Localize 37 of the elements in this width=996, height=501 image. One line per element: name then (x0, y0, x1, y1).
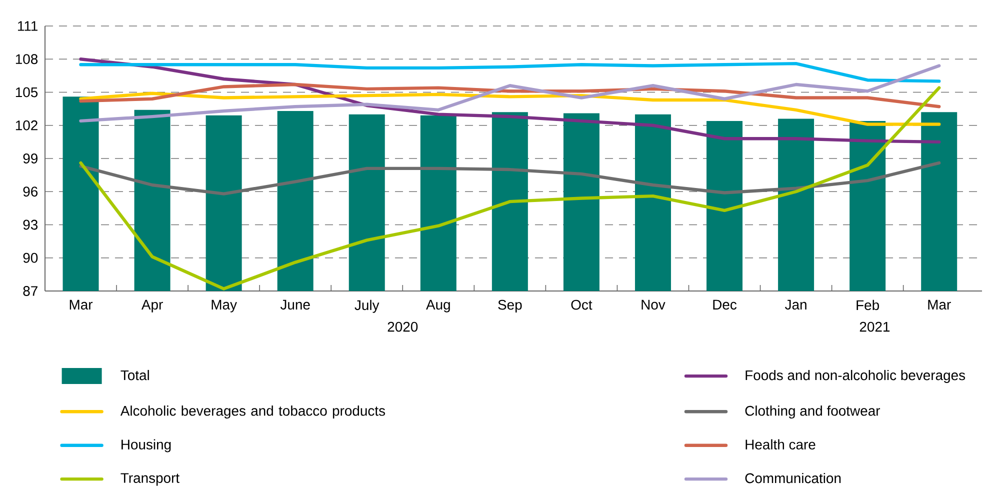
text: 2021 (860, 322, 890, 332)
x-tick-label: Feb (856, 300, 879, 310)
legend-label: Clothing and footwear (745, 406, 880, 419)
x-tick-label: Jan (785, 300, 806, 310)
x-tick-label: Nov (642, 300, 666, 310)
legend-label: Housing (122, 439, 171, 452)
x-tick-label: Mar (70, 300, 93, 310)
legend-label: Communication (745, 472, 841, 484)
y-tick-label: 99 (23, 154, 38, 164)
y-tick-label: 96 (23, 186, 38, 197)
x-tick-label: June (280, 300, 310, 310)
legend-label: Foods and non-alcoholic beverages (746, 370, 966, 383)
legend-label: Transport (120, 473, 180, 486)
x-tick-label: Dec (713, 300, 737, 310)
legend-label: Health care (746, 439, 816, 450)
y-tick-label: 93 (23, 220, 38, 230)
legend-label: Total (120, 370, 149, 380)
line-series (79, 58, 941, 144)
y-tick-label: 108 (16, 54, 38, 64)
y-tick-label: 111 (18, 21, 38, 31)
legend-label: Alcoholic beverages and tobacco products (120, 406, 386, 419)
text: 2020 (388, 322, 418, 332)
x-tick-label: Apr (141, 300, 163, 312)
y-tick-label: 90 (23, 252, 38, 263)
line-series (79, 161, 941, 196)
x-tick-label: Sep (498, 300, 522, 312)
x-tick-label: May (212, 300, 237, 312)
y-tick-label: 87 (23, 286, 38, 296)
line-series (79, 86, 941, 290)
x-tick-label: Aug (426, 300, 450, 312)
y-tick-label: 105 (16, 87, 38, 98)
x-tick-label: Mar (928, 300, 951, 310)
line-series (79, 64, 941, 123)
line-series (79, 82, 941, 108)
y-tick-label: 102 (16, 120, 38, 130)
x-tick-label: Oct (571, 300, 592, 310)
x-tick-label: July (354, 300, 380, 313)
